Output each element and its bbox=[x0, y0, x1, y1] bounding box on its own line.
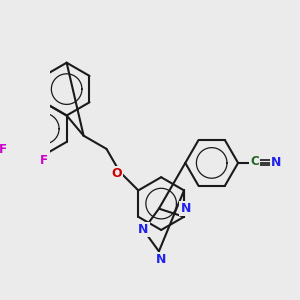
Text: N: N bbox=[155, 253, 166, 266]
Text: C: C bbox=[250, 155, 259, 168]
Text: O: O bbox=[112, 167, 122, 180]
Text: F: F bbox=[40, 154, 48, 167]
Text: N: N bbox=[271, 156, 281, 170]
Text: F: F bbox=[0, 143, 7, 156]
Text: N: N bbox=[138, 223, 148, 236]
Text: N: N bbox=[181, 202, 191, 215]
